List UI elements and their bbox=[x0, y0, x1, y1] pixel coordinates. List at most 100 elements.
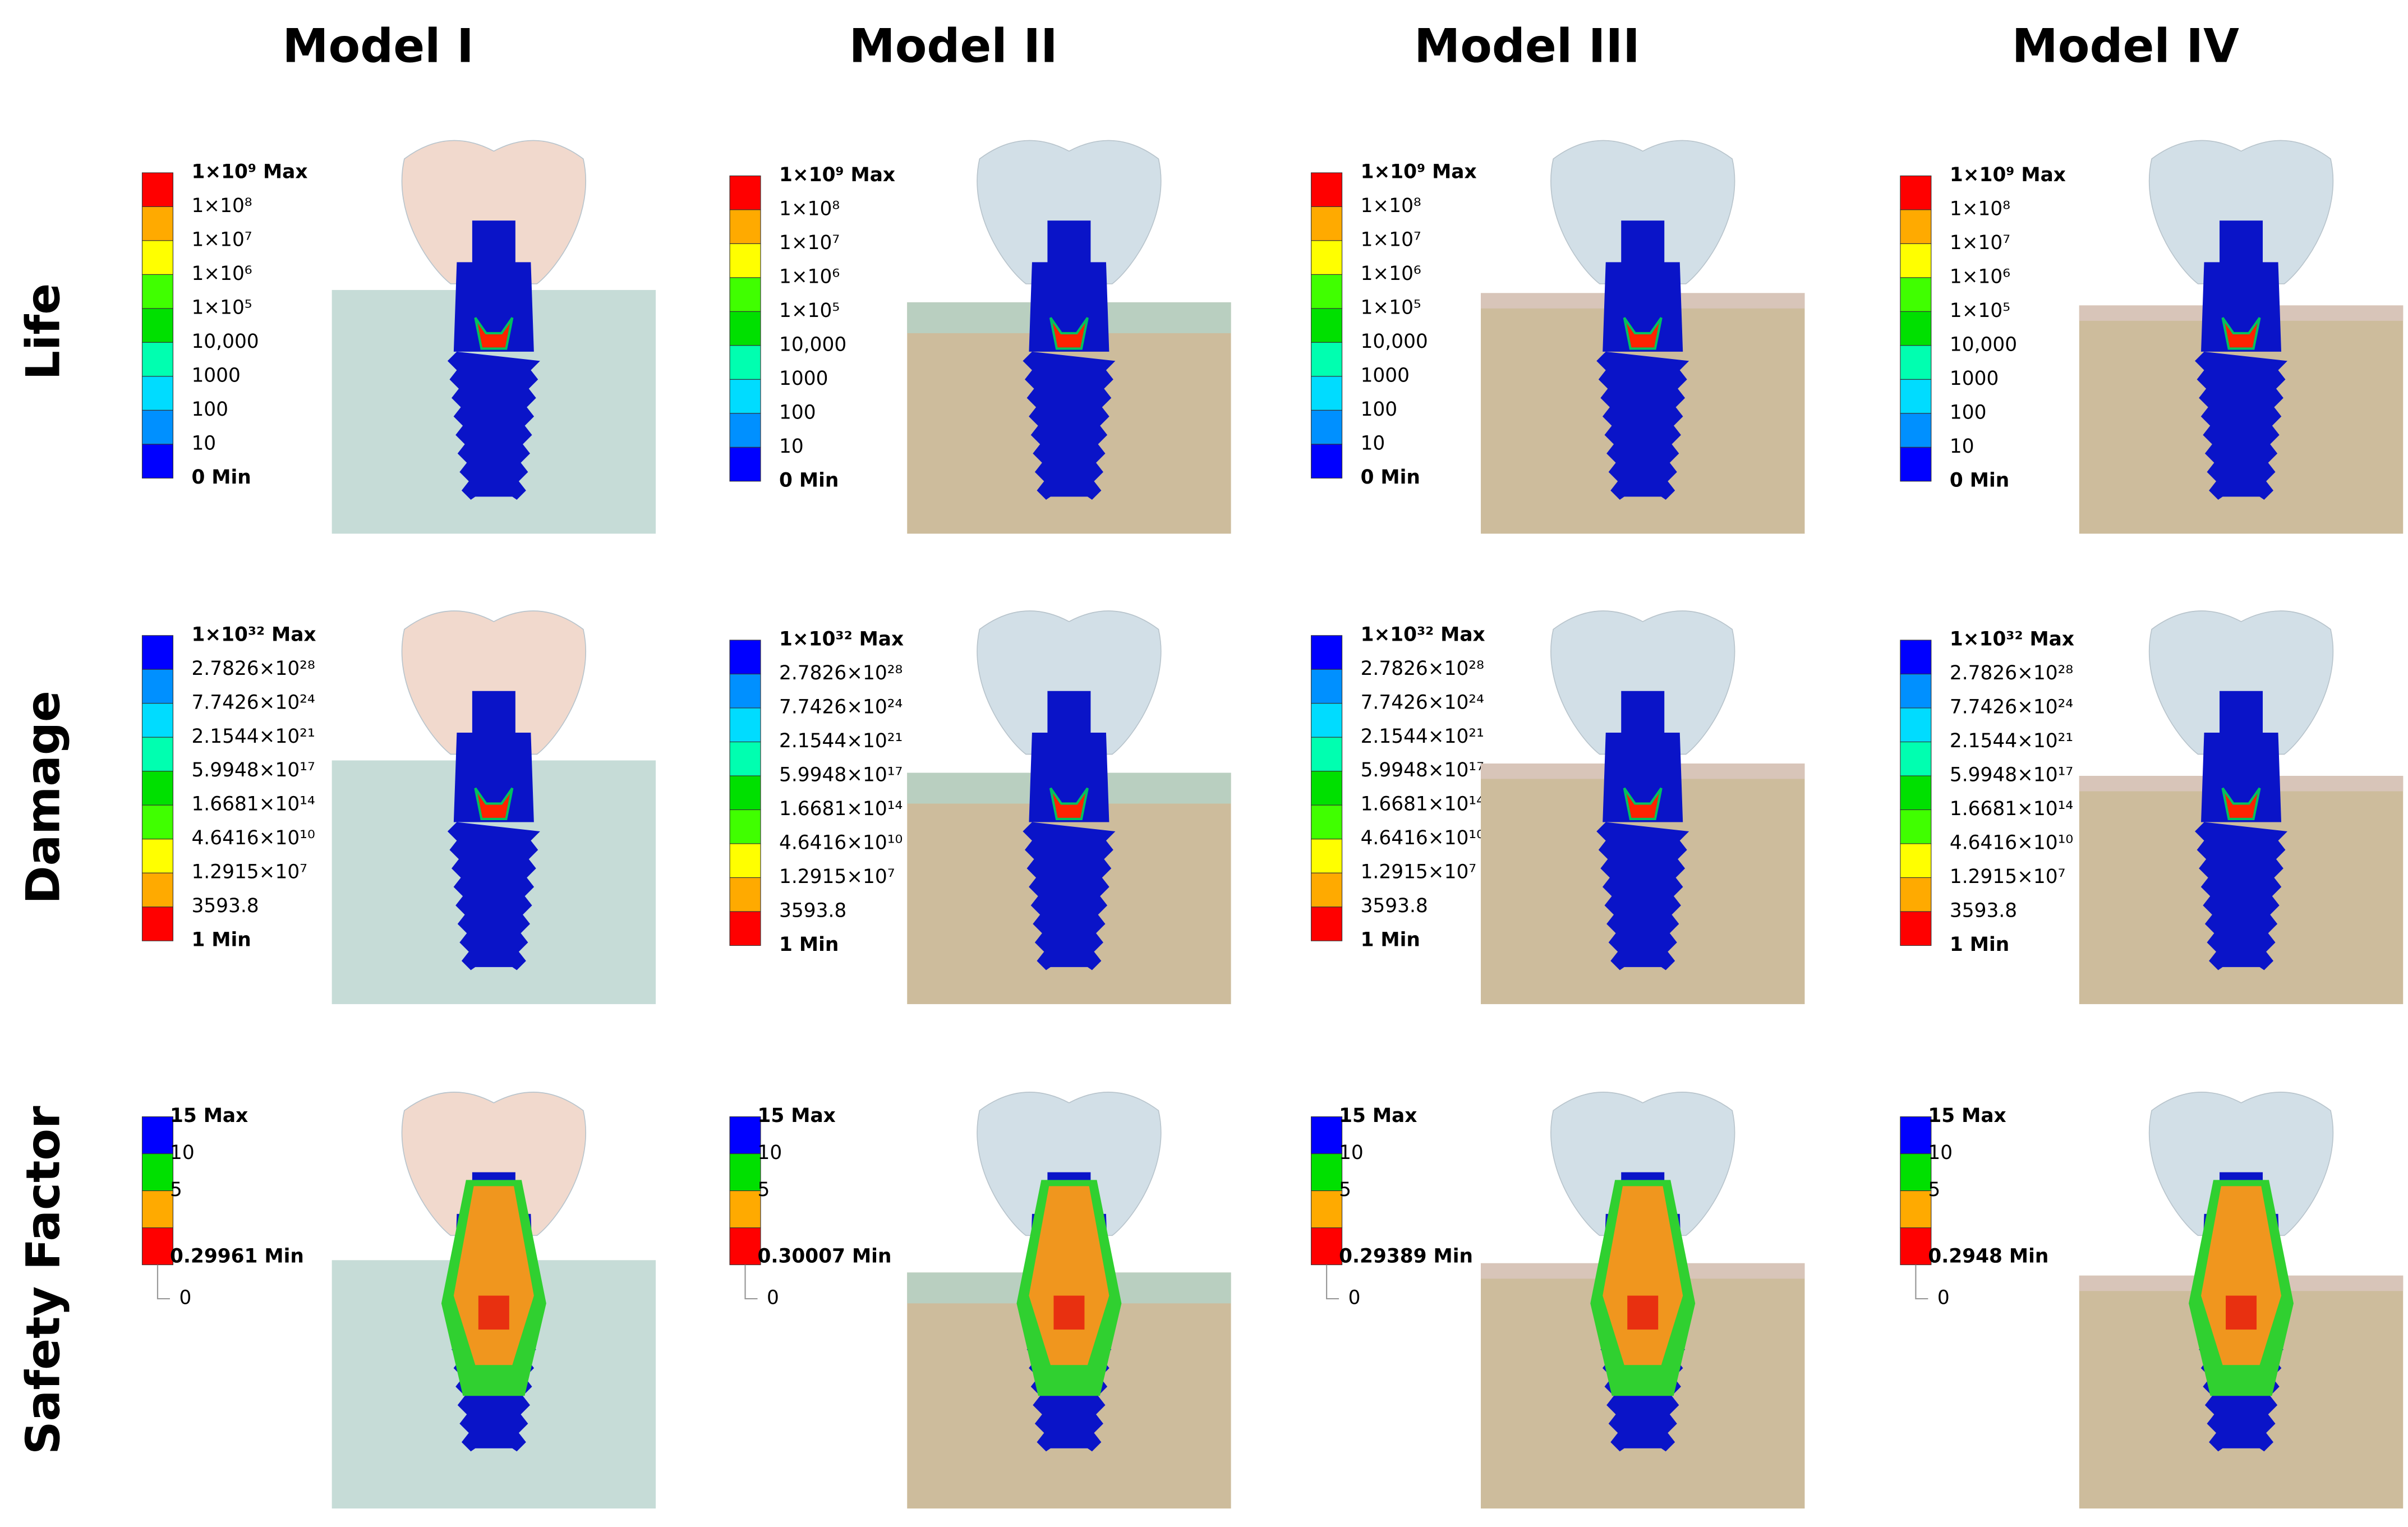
legend-label: 0.29389 Min bbox=[1339, 1245, 1473, 1267]
legend-label: 1.2915×10⁷ bbox=[779, 866, 895, 888]
legend-label: 10 bbox=[1361, 432, 1385, 454]
legend-label: 100 bbox=[1361, 398, 1398, 421]
legend-swatch bbox=[729, 843, 761, 879]
legend-swatch bbox=[1900, 741, 1932, 776]
legend-swatch bbox=[141, 172, 174, 207]
legend-swatch bbox=[1311, 635, 1343, 670]
implant-body bbox=[447, 822, 540, 971]
legend-label: 3593.8 bbox=[779, 899, 846, 922]
row-label: Damage bbox=[16, 691, 70, 904]
legend-label: 0 bbox=[179, 1287, 191, 1309]
legend-swatch bbox=[141, 308, 174, 343]
legend-label: 1 Min bbox=[1950, 933, 2009, 956]
legend-label: 15 Max bbox=[1928, 1105, 2006, 1127]
legend-label: 1×10⁵ bbox=[1361, 296, 1421, 319]
legend-swatch bbox=[141, 703, 174, 738]
legend-label: 0 bbox=[1348, 1287, 1361, 1309]
legend-swatch bbox=[729, 1116, 761, 1155]
legend-label: 0 Min bbox=[1361, 466, 1420, 489]
legend-swatch bbox=[1900, 1227, 1932, 1266]
legend-label: 3593.8 bbox=[1361, 895, 1428, 917]
legend-swatch bbox=[1311, 1227, 1343, 1266]
legend-label: 0.30007 Min bbox=[758, 1245, 892, 1267]
legend-label: 2.1544×10²¹ bbox=[779, 730, 903, 752]
legend-swatch bbox=[1900, 1153, 1932, 1192]
legend-label: 10 bbox=[758, 1142, 782, 1164]
legend-label: 2.7826×10²⁸ bbox=[1950, 662, 2073, 684]
legend-swatch bbox=[729, 345, 761, 380]
legend-label: 1×10⁶ bbox=[1361, 263, 1421, 285]
legend-swatch bbox=[729, 413, 761, 448]
legend-swatch bbox=[1311, 240, 1343, 275]
crown bbox=[1550, 610, 1735, 755]
legend-swatch bbox=[1311, 839, 1343, 873]
legend-swatch bbox=[729, 277, 761, 312]
safety-red bbox=[1627, 1295, 1659, 1330]
legend-label: 4.6416×10¹⁰ bbox=[1361, 827, 1484, 849]
legend-swatch bbox=[141, 839, 174, 873]
legend-label: 1×10⁸ bbox=[1950, 197, 2010, 220]
legend-label: 5.9948×10¹⁷ bbox=[191, 759, 315, 781]
legend-swatch bbox=[729, 209, 761, 244]
legend-swatch bbox=[729, 809, 761, 844]
crown bbox=[2148, 610, 2334, 755]
legend-label: 2.7826×10²⁸ bbox=[779, 662, 903, 684]
legend-swatch bbox=[141, 342, 174, 377]
legend-label: 15 Max bbox=[170, 1105, 248, 1127]
legend-swatch bbox=[141, 872, 174, 908]
crown bbox=[977, 140, 1162, 284]
legend-label: 15 Max bbox=[758, 1105, 836, 1127]
legend-swatch bbox=[1900, 379, 1932, 414]
legend-label: 15 Max bbox=[1339, 1105, 1417, 1127]
legend-label: 7.7426×10²⁴ bbox=[779, 696, 903, 719]
stress-spot bbox=[2221, 317, 2261, 350]
legend-swatch bbox=[1311, 1190, 1343, 1229]
legend-label: 0 bbox=[767, 1287, 779, 1309]
legend-swatch bbox=[1900, 673, 1932, 709]
legend-swatch bbox=[1311, 376, 1343, 411]
legend-label: 1×10³² Max bbox=[1361, 623, 1485, 646]
legend-swatch bbox=[1311, 444, 1343, 479]
legend-label: 2.7826×10²⁸ bbox=[1361, 657, 1484, 680]
legend-label: 5 bbox=[758, 1179, 770, 1201]
legend-label: 0 bbox=[1937, 1287, 1950, 1309]
legend-swatch bbox=[729, 911, 761, 946]
legend-label: 10,000 bbox=[1361, 330, 1428, 353]
row-label: Life bbox=[16, 283, 70, 380]
implant-body bbox=[2195, 822, 2288, 971]
legend-label: 7.7426×10²⁴ bbox=[191, 691, 315, 714]
legend-swatch bbox=[141, 1227, 174, 1266]
crown bbox=[401, 610, 586, 755]
legend-label: 1×10⁵ bbox=[191, 296, 252, 319]
legend-swatch bbox=[1311, 804, 1343, 840]
legend-swatch bbox=[1900, 843, 1932, 879]
legend-label: 5.9948×10¹⁷ bbox=[1950, 764, 2073, 786]
legend-label: 1×10³² Max bbox=[779, 628, 904, 651]
column-title: Model III bbox=[1414, 19, 1640, 73]
legend-swatch bbox=[141, 907, 174, 941]
legend-label: 5 bbox=[1928, 1179, 1940, 1201]
crown bbox=[2148, 140, 2334, 284]
legend-label: 4.6416×10¹⁰ bbox=[779, 831, 903, 854]
legend-label: 1×10⁸ bbox=[1361, 195, 1421, 217]
stress-spot bbox=[1049, 317, 1089, 350]
legend-swatch bbox=[141, 444, 174, 479]
legend-label: 10 bbox=[170, 1142, 195, 1164]
legend-label: 2.7826×10²⁸ bbox=[191, 657, 315, 680]
crown bbox=[401, 140, 586, 284]
implant-body bbox=[1596, 822, 1689, 971]
legend-swatch bbox=[729, 243, 761, 278]
legend-swatch bbox=[1900, 775, 1932, 811]
legend-label: 0 Min bbox=[779, 469, 839, 491]
implant-neck bbox=[1603, 733, 1683, 822]
legend-label: 100 bbox=[1950, 401, 1987, 424]
legend-swatch bbox=[729, 1227, 761, 1266]
legend-label: 1×10⁸ bbox=[191, 195, 252, 217]
legend-label: 1×10⁹ Max bbox=[191, 160, 307, 183]
legend-label: 5 bbox=[1339, 1179, 1351, 1201]
legend-label: 1×10⁷ bbox=[1950, 232, 2010, 254]
implant-body bbox=[1596, 351, 1689, 500]
legend-label: 100 bbox=[191, 398, 228, 421]
legend-swatch bbox=[729, 379, 761, 414]
legend-swatch bbox=[141, 1153, 174, 1192]
